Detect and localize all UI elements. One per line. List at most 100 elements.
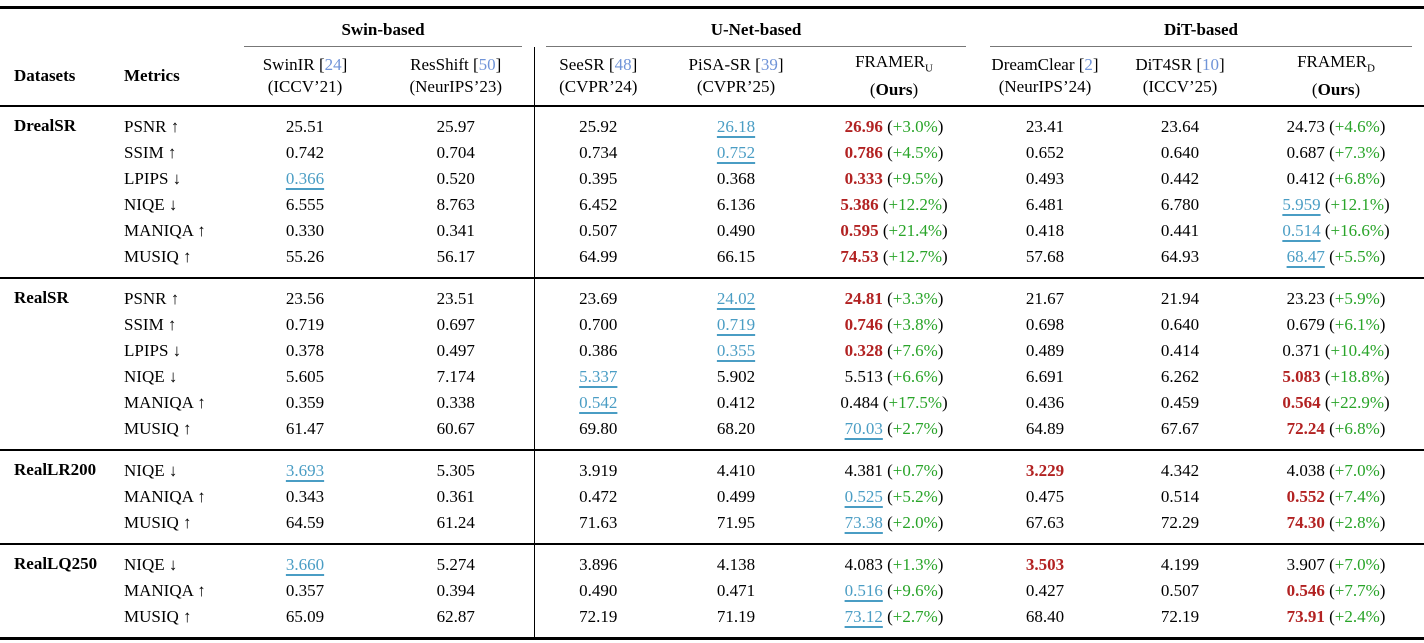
metric-value-cell: 0.412 (+6.8%): [1248, 166, 1424, 192]
metric-value: 0.507: [1160, 581, 1200, 600]
metric-value: 0.366: [285, 169, 325, 188]
metric-value-cell: 0.414: [1112, 338, 1248, 364]
metric-value-cell: 0.546 (+7.7%): [1248, 578, 1424, 604]
percent-paren: (: [882, 247, 889, 266]
metric-value: 0.700: [579, 315, 618, 334]
metric-value: 4.342: [1160, 461, 1200, 480]
metric-value-cell: 65.09: [232, 604, 378, 639]
metric-value: 0.697: [436, 315, 475, 334]
metric-value-cell: 5.386 (+12.2%): [810, 192, 978, 218]
metrics-column-header: Metrics: [106, 47, 232, 107]
method-venue: (ICCV’25): [1142, 77, 1218, 96]
improvement-percent: +6.8%: [1334, 169, 1380, 188]
metric-value-cell: 64.59: [232, 510, 378, 544]
table-body: DrealSR PSNR ↑ 25.51 25.97 25.92 26.18 26.96 (…: [0, 105, 1424, 639]
metric-value: 25.51: [285, 117, 325, 136]
group-label: Swin-based: [244, 20, 523, 47]
metric-value-cell: 0.368: [662, 166, 810, 192]
ours-label: Ours: [875, 80, 913, 100]
metric-label: MANIQA ↑: [124, 581, 206, 600]
metric-value-cell: 0.471: [662, 578, 810, 604]
metric-value-cell: 0.459: [1112, 390, 1248, 416]
improvement-percent: +18.8%: [1330, 367, 1385, 386]
citation-link[interactable]: 10: [1201, 55, 1219, 74]
metric-value: 0.746: [844, 315, 883, 334]
metric-value-cell: 0.564 (+22.9%): [1248, 390, 1424, 416]
metric-value-cell: 0.516 (+9.6%): [810, 578, 978, 604]
metric-value: 64.99: [579, 247, 618, 266]
citation-link[interactable]: 50: [478, 55, 496, 74]
percent-paren: (: [1329, 419, 1335, 438]
improvement-percent: +7.3%: [1334, 143, 1380, 162]
metric-value: 68.40: [1025, 607, 1065, 626]
method-header-pisa-sr: PiSA-SR [39] (CVPR’25): [662, 47, 811, 107]
percent-paren: (: [1329, 607, 1335, 626]
metric-value-cell: 0.427: [978, 578, 1112, 604]
improvement-percent: +2.7%: [892, 419, 938, 438]
metric-value: 0.525: [844, 487, 883, 506]
percent-paren: (: [887, 419, 893, 438]
metric-value: 64.59: [285, 513, 325, 532]
metric-row: MUSIQ ↑ 61.47 60.67 69.80 68.20 70.03 (+2.7%)…: [0, 416, 1424, 450]
metric-value-cell: 0.338: [378, 390, 535, 416]
percent-paren: ): [937, 555, 944, 574]
metric-value-cell: 0.328 (+7.6%): [810, 338, 978, 364]
method-venue: (Ours): [810, 79, 978, 101]
citation-link[interactable]: 2: [1084, 55, 1093, 74]
metric-row: RealSR PSNR ↑ 23.56 23.51 23.69 24.02 24.81 (+…: [0, 277, 1424, 450]
metric-value-cell: 0.514 (+16.6%): [1248, 218, 1424, 244]
percent-paren: ): [1379, 289, 1386, 308]
metric-value-cell: 21.94: [1112, 277, 1249, 312]
metric-value-cell: 0.359: [232, 390, 378, 416]
metric-value-cell: 70.03 (+2.7%): [810, 416, 978, 450]
percent-paren: ): [1384, 367, 1390, 386]
metric-row: SSIM ↑ 0.742 0.704 0.734 0.752 0.786 (+4.5%) 0…: [0, 140, 1424, 166]
metric-value-cell: 0.341: [378, 218, 535, 244]
metric-value: 0.698: [1025, 315, 1065, 334]
metric-value-cell: 0.355: [662, 338, 810, 364]
method-venue: (CVPR’25): [696, 77, 776, 96]
citation-link[interactable]: 39: [760, 55, 778, 74]
metric-row: NIQE ↓ 5.605 7.174 5.337 5.902 5.513 (+6.6%) 6…: [0, 364, 1424, 390]
metric-value: 23.23: [1286, 289, 1325, 308]
metric-value-cell: 71.19: [662, 604, 810, 639]
metric-value: 72.29: [1160, 513, 1200, 532]
metric-value-cell: 5.605: [232, 364, 378, 390]
metric-value-cell: 61.24: [378, 510, 535, 544]
metric-value: 61.47: [285, 419, 325, 438]
metric-value: 0.786: [844, 143, 883, 162]
metric-value-cell: 23.23 (+5.9%): [1248, 277, 1424, 312]
metric-value-cell: 67.67: [1112, 416, 1248, 450]
improvement-percent: +6.8%: [1334, 419, 1380, 438]
metric-value: 0.412: [1286, 169, 1325, 188]
metric-value-cell: 0.507: [534, 218, 662, 244]
percent-paren: ): [1379, 315, 1386, 334]
percent-paren: (: [1329, 581, 1335, 600]
method-name-text: SwinIR: [262, 55, 315, 74]
metric-value: 6.691: [1025, 367, 1065, 386]
metric-value: 25.97: [436, 117, 475, 136]
metric-row: RealLQ250 NIQE ↓ 3.660 5.274 3.896 4.138 4.083…: [0, 543, 1424, 639]
method-name: DreamClear [2]: [978, 54, 1112, 76]
metric-value-cell: 73.12 (+2.7%): [810, 604, 978, 639]
metric-value: 0.378: [285, 341, 325, 360]
percent-paren: (: [887, 143, 893, 162]
metric-value-cell: 56.17: [378, 244, 535, 278]
metric-row: DrealSR PSNR ↑ 25.51 25.97 25.92 26.18 26.96 (…: [0, 105, 1424, 278]
citation-link[interactable]: 24: [324, 55, 342, 74]
metric-value: 64.89: [1025, 419, 1065, 438]
metric-value-cell: 0.542: [534, 390, 662, 416]
metric-value: 0.427: [1025, 581, 1065, 600]
citation-link[interactable]: 48: [614, 55, 632, 74]
metric-value-cell: 23.64: [1112, 105, 1249, 140]
metric-value: 23.56: [285, 289, 325, 308]
metric-value: 72.19: [579, 607, 618, 626]
method-venue: (Ours): [1248, 79, 1424, 101]
percent-paren: ): [1379, 461, 1386, 480]
metric-label: NIQE ↓: [124, 367, 178, 386]
metric-row: SSIM ↑ 0.719 0.697 0.700 0.719 0.746 (+3.8%) 0…: [0, 312, 1424, 338]
metric-value: 6.481: [1025, 195, 1065, 214]
metric-row: MANIQA ↑ 0.330 0.341 0.507 0.490 0.595 (+21.4…: [0, 218, 1424, 244]
metric-value: 3.919: [579, 461, 618, 480]
group-header-row: Swin-based U-Net-based DiT-based: [0, 8, 1424, 47]
